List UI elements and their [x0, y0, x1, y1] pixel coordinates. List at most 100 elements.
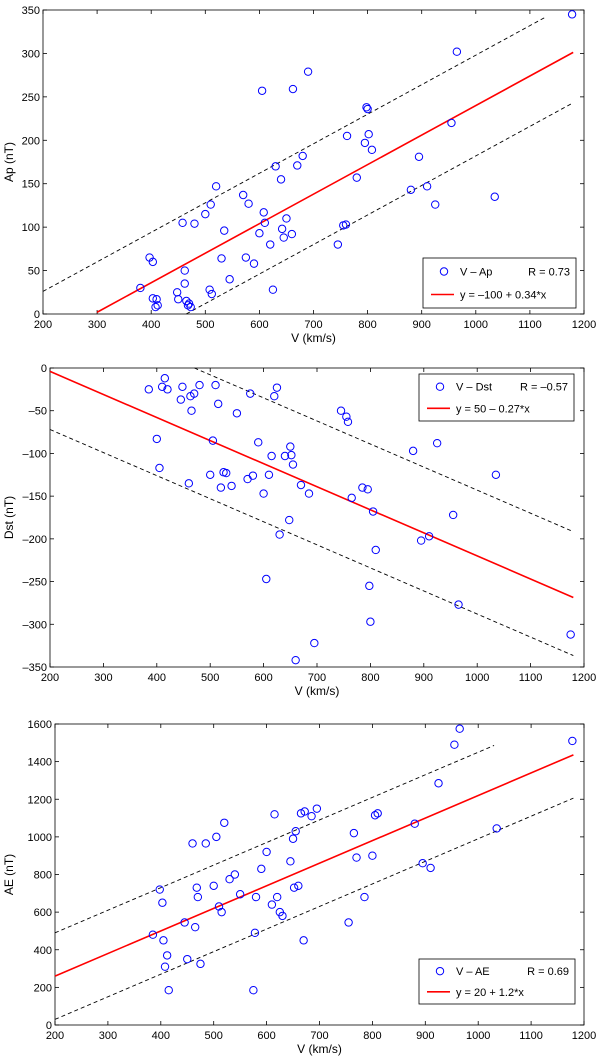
data-point — [368, 507, 378, 516]
data-point — [360, 892, 369, 902]
data-point — [262, 574, 271, 584]
data-point — [347, 493, 356, 503]
x-axis-label: V (km/s) — [295, 684, 340, 698]
data-point — [349, 828, 359, 838]
data-point — [158, 898, 167, 907]
data-point — [155, 463, 164, 473]
data-point — [193, 892, 203, 902]
data-point — [227, 481, 236, 491]
x-tick-label: 600 — [254, 672, 272, 684]
data-point — [341, 220, 351, 229]
x-tick-label: 300 — [88, 319, 106, 331]
legend-correlation-label: R = 0.73 — [528, 267, 570, 279]
chart-panel-3: 200 300 400 500 600 700 800 900 1000 1100 12000200… — [2, 719, 596, 1056]
data-point — [206, 470, 215, 479]
data-point — [260, 218, 270, 228]
data-point — [176, 395, 186, 404]
data-point — [291, 655, 300, 665]
y-tick-label: 1000 — [28, 832, 52, 844]
data-point — [206, 200, 215, 209]
x-tick-label: 400 — [142, 319, 160, 331]
legend-series-label: V – AE — [456, 966, 490, 978]
data-point — [235, 890, 245, 899]
data-points — [148, 724, 577, 995]
data-point — [174, 295, 183, 304]
data-point — [268, 285, 278, 294]
x-tick-label: 1100 — [519, 1030, 543, 1042]
y-tick-label: 800 — [34, 870, 52, 882]
data-point — [209, 881, 218, 890]
data-point — [148, 930, 158, 939]
data-point — [180, 266, 189, 275]
data-point — [186, 302, 195, 312]
data-point — [151, 302, 160, 312]
y-tick-label: 0 — [41, 363, 47, 375]
data-point — [370, 811, 380, 820]
data-point — [288, 84, 298, 94]
data-point — [406, 185, 416, 194]
data-point — [277, 224, 287, 234]
data-point — [244, 199, 253, 208]
data-point — [201, 209, 210, 219]
data-point — [188, 839, 197, 848]
data-point — [366, 617, 375, 626]
data-point — [196, 959, 205, 969]
data-point — [287, 450, 296, 460]
data-point — [364, 130, 373, 139]
data-point — [455, 724, 464, 733]
x-tick-label: 300 — [99, 1030, 117, 1042]
data-points — [144, 374, 575, 665]
data-point — [241, 253, 251, 262]
data-point — [275, 530, 284, 539]
y-tick-label: 350 — [22, 5, 40, 17]
x-tick-label: 1000 — [465, 672, 489, 684]
data-point — [254, 438, 263, 447]
data-point — [163, 385, 172, 394]
data-point — [249, 259, 259, 268]
data-point — [248, 471, 258, 480]
legend-fit-label: y = 50 – 0.27*x — [456, 403, 530, 415]
legend-correlation-label: R = 0.69 — [527, 966, 569, 978]
data-point — [286, 857, 295, 866]
data-point — [447, 118, 456, 128]
legend: V – AE R = 0.69y = 20 + 1.2*x — [418, 958, 576, 1005]
data-point — [152, 295, 161, 304]
x-tick-label: 700 — [308, 672, 326, 684]
data-point — [286, 442, 295, 451]
y-tick-label: 100 — [22, 222, 40, 234]
fit-line — [96, 51, 574, 313]
data-point — [360, 138, 370, 148]
bound-line — [54, 797, 574, 1020]
data-point — [282, 214, 291, 223]
x-tick-label: 400 — [148, 672, 166, 684]
y-tick-label: 1200 — [28, 794, 52, 806]
data-point — [336, 406, 346, 415]
data-point — [144, 385, 153, 394]
y-tick-label: 250 — [22, 92, 40, 104]
data-point — [294, 881, 303, 890]
data-point — [450, 740, 459, 749]
data-point — [454, 600, 463, 609]
data-point — [160, 962, 170, 971]
data-point — [259, 208, 268, 217]
data-point — [408, 446, 418, 456]
data-point — [272, 383, 282, 392]
y-tick-label: 1400 — [28, 757, 52, 769]
x-tick-label: 200 — [41, 672, 59, 684]
data-point — [195, 380, 204, 390]
data-point — [246, 389, 255, 398]
data-point — [310, 638, 319, 648]
data-point — [296, 480, 306, 490]
data-point — [416, 536, 426, 545]
data-point — [214, 399, 223, 409]
x-tick-label: 1200 — [572, 1030, 596, 1042]
chart-panel-1: 200 300 400 500 600 700 800 900 1000 1100 1200 0 50 1… — [2, 5, 596, 345]
x-tick-label: 500 — [201, 672, 219, 684]
data-point — [225, 875, 234, 884]
data-point — [211, 182, 221, 191]
data-point — [208, 436, 218, 445]
data-point — [264, 470, 274, 479]
data-point — [251, 892, 261, 902]
legend: V – Dst R = –0.57 y = 50 – 0.27*x — [418, 373, 575, 422]
